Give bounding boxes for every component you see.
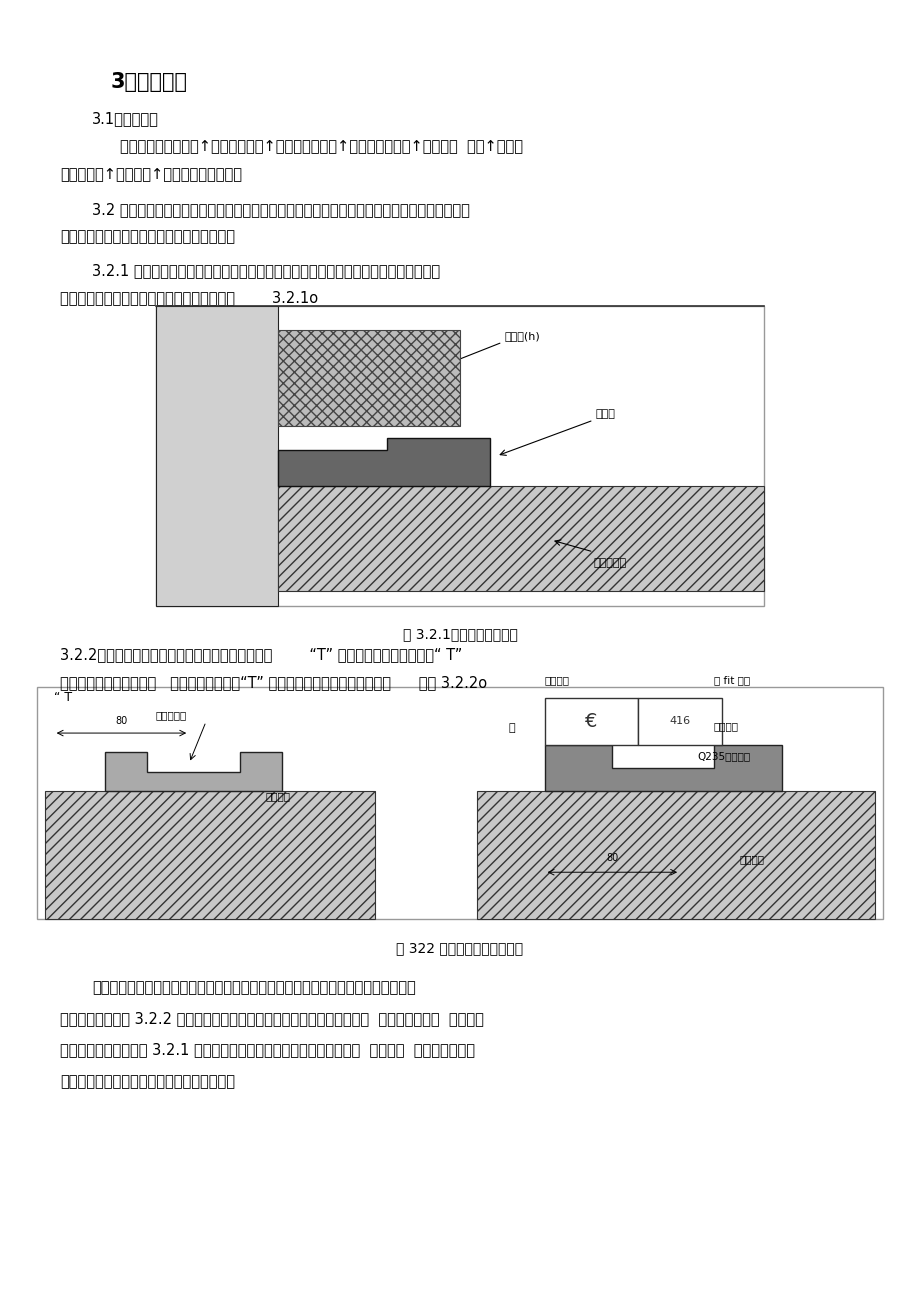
Text: 3.2.2在主体结构的每层现浇混凝土楼板或梁内预埋        “T” 形槽埋件，角锆连接件与“ T”: 3.2.2在主体结构的每层现浇混凝土楼板或梁内预埋 “T” 形槽埋件，角锆连接件… [60, 648, 461, 663]
Text: 计图纸要求进行操作，一般有以下两种方式：: 计图纸要求进行操作，一般有以下两种方式： [60, 229, 234, 245]
Text: 固: 固 [507, 723, 515, 734]
Polygon shape [278, 486, 763, 592]
Text: 形槽通过镑锆螺栌连接，   即把螺栌预先穿入“T” 形槽内，再与角锆连接件连接，      见图 3.2.2o: 形槽通过镑锆螺栌连接， 即把螺栌预先穿入“T” 形槽内，再与角锆连接件连接， 见… [60, 675, 486, 691]
Text: 混凝土楼板: 混凝土楼板 [155, 710, 187, 719]
Bar [156, 306, 763, 606]
Text: 3.2 安装各楼层紧固铁件：主体结构施工时埋件预埋形式及紧固铁件与埋件连接方法，均要按设: 3.2 安装各楼层紧固铁件：主体结构施工时埋件预埋形式及紧固铁件与埋件连接方法，… [92, 202, 470, 218]
Text: 图 3.2.1紧固件与预件焊接: 图 3.2.1紧固件与预件焊接 [403, 627, 516, 641]
Text: “ T: “ T [53, 692, 72, 705]
Text: 3.2.1 在主体结构的每层现浇混凝土楼板或梁内预埋铁件，角锆连接件与预埋件焊接，: 3.2.1 在主体结构的每层现浇混凝土楼板或梁内预埋铁件，角锆连接件与预埋件焊接… [92, 263, 439, 279]
Text: 固和安全程度。图 3.2.2 安装时将紧固铁件在纵横两方向中心线进行对正，  初拧螺栌，校正  紧固件位: 固和安全程度。图 3.2.2 安装时将紧固铁件在纵横两方向中心线进行对正， 初拧… [60, 1011, 483, 1027]
Text: 度、高度及电焊条的质量均按结构焊缝要求。: 度、高度及电焊条的质量均按结构焊缝要求。 [60, 1074, 234, 1089]
Polygon shape [45, 791, 375, 919]
Text: 找正时垄: 找正时垄 [713, 722, 738, 731]
Text: €: € [584, 711, 596, 731]
Polygon shape [544, 745, 781, 791]
Polygon shape [278, 438, 490, 486]
Text: 温防火矿棉↑安装玻璃↑安盖板及装饰压条。: 温防火矿棉↑安装玻璃↑安盖板及装饰压条。 [60, 167, 242, 182]
Text: 紧固件的安装是玻璃幕墙安装过程中的主要环节，直接影响到幕墙与结构主体连接牢: 紧固件的安装是玻璃幕墙安装过程中的主要环节，直接影响到幕墙与结构主体连接牢 [92, 980, 415, 995]
Text: 氏孔可调: 氏孔可调 [739, 853, 764, 864]
Polygon shape [156, 306, 278, 606]
Text: 3.1工艺流程：: 3.1工艺流程： [92, 111, 159, 126]
Text: 80: 80 [606, 853, 618, 863]
Text: Q235镑锆铁条: Q235镑锆铁条 [697, 752, 749, 762]
Text: 3、操作工艺: 3、操作工艺 [110, 72, 187, 91]
Text: 置后，再拧紧螺栌。图 3.2.1 紧固件安装时，也是先对正纵横中心线后，  再进行电  焊焊接，焊缝长: 置后，再拧紧螺栌。图 3.2.1 紧固件安装时，也是先对正纵横中心线后， 再进行… [60, 1042, 474, 1058]
Polygon shape [476, 791, 874, 919]
Text: 形槽埋件: 形槽埋件 [265, 791, 290, 801]
Text: 80: 80 [115, 717, 128, 726]
Text: 防火棉(h): 防火棉(h) [504, 331, 539, 340]
Text: 预埋件: 预埋件 [595, 409, 615, 418]
Text: 安装各楼层紧固铁件↑横絖龙骨装配↑安装絖向主龙骨↑安装横向次龙骨↑安装镑锆  钉板↑安装保: 安装各楼层紧固铁件↑横絖龙骨装配↑安装絖向主龙骨↑安装横向次龙骨↑安装镑锆 钉板… [119, 139, 522, 155]
Polygon shape [105, 752, 282, 791]
Text: 混凝土楼板: 混凝土楼板 [593, 558, 626, 568]
Text: 牛 fit 铁件: 牛 fit 铁件 [713, 675, 749, 685]
Bar [637, 698, 721, 745]
Text: 长仗可隔: 长仗可隔 [544, 675, 569, 685]
Text: 图 322 紧固件与埋件螺栌连接: 图 322 紧固件与埋件螺栌连接 [396, 941, 523, 955]
Polygon shape [278, 330, 460, 426]
Bar [37, 687, 882, 919]
Bar [544, 698, 637, 745]
Text: 然后用螺栌（镑锆）再与絖向龙骨连接，见图        3.2.1o: 然后用螺栌（镑锆）再与絖向龙骨连接，见图 3.2.1o [60, 291, 318, 306]
Text: 416: 416 [669, 717, 690, 727]
